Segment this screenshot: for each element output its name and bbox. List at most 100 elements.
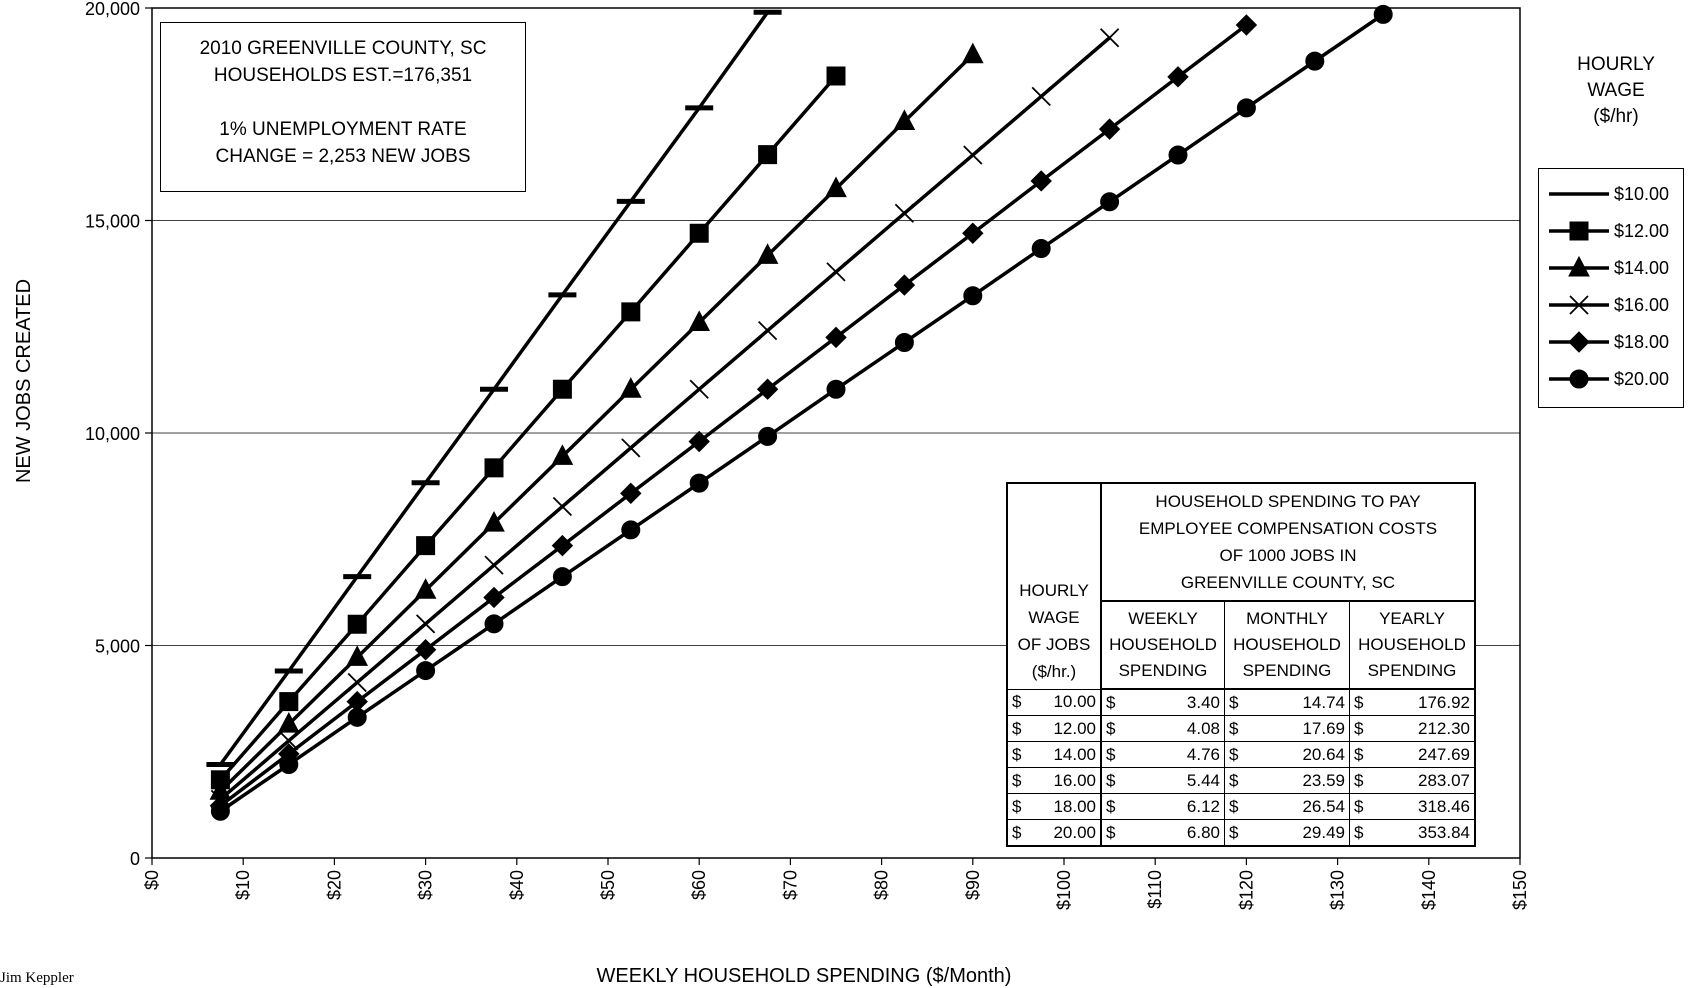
data-point xyxy=(961,42,984,64)
data-point xyxy=(483,511,505,532)
table-head-main: HOUSEHOLD SPENDING TO PAY EMPLOYEE COMPE… xyxy=(1100,482,1476,602)
data-point xyxy=(1235,14,1258,36)
table-cell-monthly: $26.54 xyxy=(1224,793,1350,820)
y-tick-label: 20,000 xyxy=(85,0,140,19)
legend-item: $10.00 xyxy=(1547,179,1681,209)
data-point xyxy=(826,379,846,399)
legend-label: $10.00 xyxy=(1614,184,1670,204)
data-point xyxy=(825,326,847,349)
data-point xyxy=(483,586,505,609)
table-head-text: ($/hr.) xyxy=(1031,661,1077,681)
data-point xyxy=(279,731,299,751)
legend-label: $20.00 xyxy=(1614,369,1670,389)
data-point xyxy=(552,379,572,399)
data-point xyxy=(689,223,709,243)
y-tick-label: 5,000 xyxy=(95,637,140,657)
data-point xyxy=(620,482,642,505)
data-point xyxy=(1167,66,1189,88)
data-point xyxy=(1569,295,1589,315)
info-box: 2010 GREENVILLE COUNTY, SC HOUSEHOLDS ES… xyxy=(160,22,526,192)
data-point xyxy=(1568,255,1590,277)
series-square xyxy=(210,66,846,790)
table-cell-wage: $16.00 xyxy=(1006,767,1102,794)
data-point xyxy=(1373,4,1393,24)
table-head-text: HOUSEHOLD SPENDING TO PAY xyxy=(1155,492,1421,511)
series-x xyxy=(210,28,1120,809)
data-point xyxy=(277,712,300,733)
data-point xyxy=(484,458,504,478)
y-tick-label: 10,000 xyxy=(85,424,140,444)
data-point xyxy=(1031,86,1051,107)
cell-value: 5.44 xyxy=(1186,770,1220,790)
table-row: $18.00 $6.12 $26.54 $318.46 xyxy=(1006,793,1476,820)
x-tick-label: $120 xyxy=(1236,870,1256,910)
cell-value: 4.76 xyxy=(1186,744,1220,764)
x-stroke xyxy=(552,496,573,517)
x-stroke xyxy=(1099,28,1120,48)
data-point xyxy=(1236,98,1256,118)
table-cell-weekly: $6.12 xyxy=(1100,793,1225,820)
series-line xyxy=(219,23,1248,808)
currency-symbol: $ xyxy=(1229,796,1239,816)
data-point xyxy=(894,203,915,223)
data-point xyxy=(552,496,573,517)
legend-item: $14.00 xyxy=(1547,253,1681,283)
series-circle xyxy=(210,4,1393,821)
x-stroke xyxy=(279,731,299,751)
data-point xyxy=(1569,221,1589,241)
x-stroke xyxy=(963,145,983,165)
table-head-text: SPENDING xyxy=(1242,661,1332,680)
currency-symbol: $ xyxy=(1354,770,1364,790)
cell-value: 17.69 xyxy=(1302,718,1345,738)
data-point xyxy=(963,286,983,306)
currency-symbol: $ xyxy=(1229,692,1239,712)
data-point xyxy=(893,274,916,296)
x-stroke xyxy=(689,379,709,399)
table-head-text: HOUSEHOLD xyxy=(1233,635,1341,654)
x-stroke xyxy=(621,438,641,458)
data-point xyxy=(894,332,914,352)
info-line: CHANGE = 2,253 NEW JOBS xyxy=(215,146,471,167)
table-head-yearly: YEARLY HOUSEHOLD SPENDING xyxy=(1349,600,1476,690)
cell-value: 20.00 xyxy=(1053,822,1096,842)
legend-marker-triangle xyxy=(1549,255,1609,277)
legend-label: $16.00 xyxy=(1614,295,1670,315)
table-head-text: HOURLY xyxy=(1019,580,1089,600)
series-diamond xyxy=(209,14,1258,817)
table-row: $10.00 $3.40 $14.74 $176.92 xyxy=(1006,688,1476,716)
currency-symbol: $ xyxy=(1012,822,1022,842)
legend-title-line: ($/hr) xyxy=(1593,106,1639,127)
x-stroke xyxy=(484,555,504,575)
legend-item: $12.00 xyxy=(1547,216,1681,246)
spending-table: HOURLY WAGE OF JOBS ($/hr.) HOUSEHOLD SP… xyxy=(1006,482,1476,847)
data-point xyxy=(484,614,504,634)
x-tick-label: $30 xyxy=(416,870,436,900)
data-point xyxy=(621,302,641,322)
table-cell-monthly: $20.64 xyxy=(1224,741,1350,768)
legend-label: $18.00 xyxy=(1614,332,1670,352)
data-point xyxy=(756,243,779,264)
x-stroke xyxy=(757,320,778,341)
data-point xyxy=(416,536,436,556)
legend-title: HOURLY WAGE ($/hr) xyxy=(1556,52,1676,130)
table-cell-monthly: $17.69 xyxy=(1224,715,1350,742)
data-point xyxy=(414,639,437,661)
y-axis: 0 5,000 10,000 15,000 20,000 xyxy=(85,0,152,869)
legend-item: $18.00 xyxy=(1547,327,1681,357)
table-row: $20.00 $6.80 $29.49 $353.84 xyxy=(1006,819,1476,847)
info-line: HOUSEHOLDS EST.=176,351 xyxy=(213,65,473,86)
cell-value: 6.12 xyxy=(1186,796,1220,816)
series-line xyxy=(219,53,975,793)
table-cell-weekly: $4.76 xyxy=(1100,741,1225,768)
data-point xyxy=(1030,170,1052,192)
table-head-text: WAGE xyxy=(1028,607,1080,627)
cell-value: 212.30 xyxy=(1418,718,1470,738)
data-point xyxy=(551,444,574,465)
table-head-text: OF JOBS xyxy=(1017,634,1091,654)
x-tick-label: $20 xyxy=(324,870,344,900)
table-head-text: GREENVILLE COUNTY, SC xyxy=(1180,573,1396,592)
data-point xyxy=(1031,239,1051,259)
table-head-text: HOUSEHOLD xyxy=(1109,635,1217,654)
cell-value: 20.64 xyxy=(1302,744,1345,764)
